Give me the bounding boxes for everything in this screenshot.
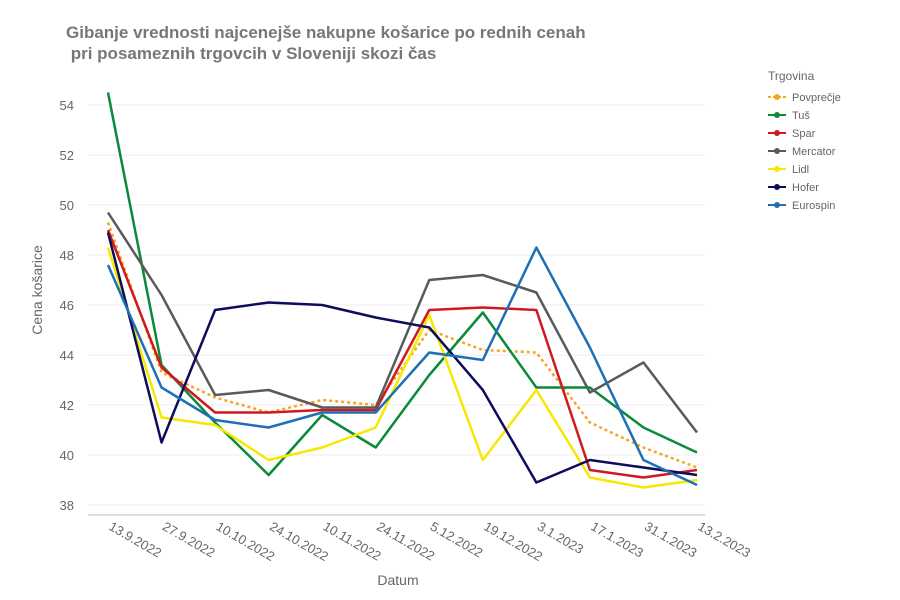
x-tick-label: 27.9.2022: [160, 519, 218, 561]
x-tick-label: 10.11.2022: [321, 519, 384, 564]
legend-label: Povprečje: [792, 92, 841, 104]
x-tick-label: 5.12.2022: [428, 519, 486, 561]
y-tick-label: 38: [60, 498, 74, 513]
x-tick-label: 13.2.2023: [696, 519, 754, 561]
legend-swatch: [774, 94, 780, 100]
x-tick-label: 17.1.2023: [588, 519, 646, 561]
legend-title: Trgovina: [768, 69, 815, 83]
legend-swatch: [774, 184, 780, 190]
legend-label: Hofer: [792, 182, 819, 194]
series-line: [106, 232, 698, 484]
y-tick-label: 48: [60, 248, 74, 263]
legend-swatch: [774, 202, 780, 208]
legend-label: Mercator: [792, 146, 836, 158]
legend-label: Lidl: [792, 164, 809, 176]
y-tick-label: 42: [60, 398, 74, 413]
series-line: [106, 247, 698, 489]
y-tick-label: 54: [60, 98, 74, 113]
y-tick-label: 50: [60, 198, 74, 213]
y-tick-label: 46: [60, 298, 74, 313]
x-tick-label: 13.9.2022: [107, 519, 165, 561]
legend-swatch: [774, 112, 780, 118]
y-axis-title: Cena košarice: [29, 245, 45, 335]
y-tick-label: 52: [60, 148, 74, 163]
x-axis-title: Datum: [377, 572, 418, 588]
x-tick-label: 19.12.2022: [481, 519, 545, 565]
chart-title: Gibanje vrednosti najcenejše nakupne koš…: [66, 23, 586, 42]
chart-title: pri posameznih trgovcih v Sloveniji skoz…: [66, 44, 436, 63]
legend-label: Tuš: [792, 110, 810, 122]
series-line: [106, 211, 698, 434]
legend-swatch: [774, 130, 780, 136]
legend-label: Spar: [792, 128, 816, 140]
series-line: [106, 246, 698, 487]
legend-swatch: [774, 148, 780, 154]
x-tick-label: 24.10.2022: [267, 519, 331, 565]
x-tick-label: 24.11.2022: [374, 519, 437, 564]
x-tick-label: 10.10.2022: [214, 519, 278, 565]
x-tick-label: 31.1.2023: [642, 519, 700, 561]
series-line: [106, 229, 698, 479]
y-tick-label: 44: [60, 348, 74, 363]
series-line: [106, 92, 698, 477]
y-tick-label: 40: [60, 448, 74, 463]
legend-label: Eurospin: [792, 200, 835, 212]
legend-swatch: [774, 166, 780, 172]
series-line: [106, 222, 698, 469]
